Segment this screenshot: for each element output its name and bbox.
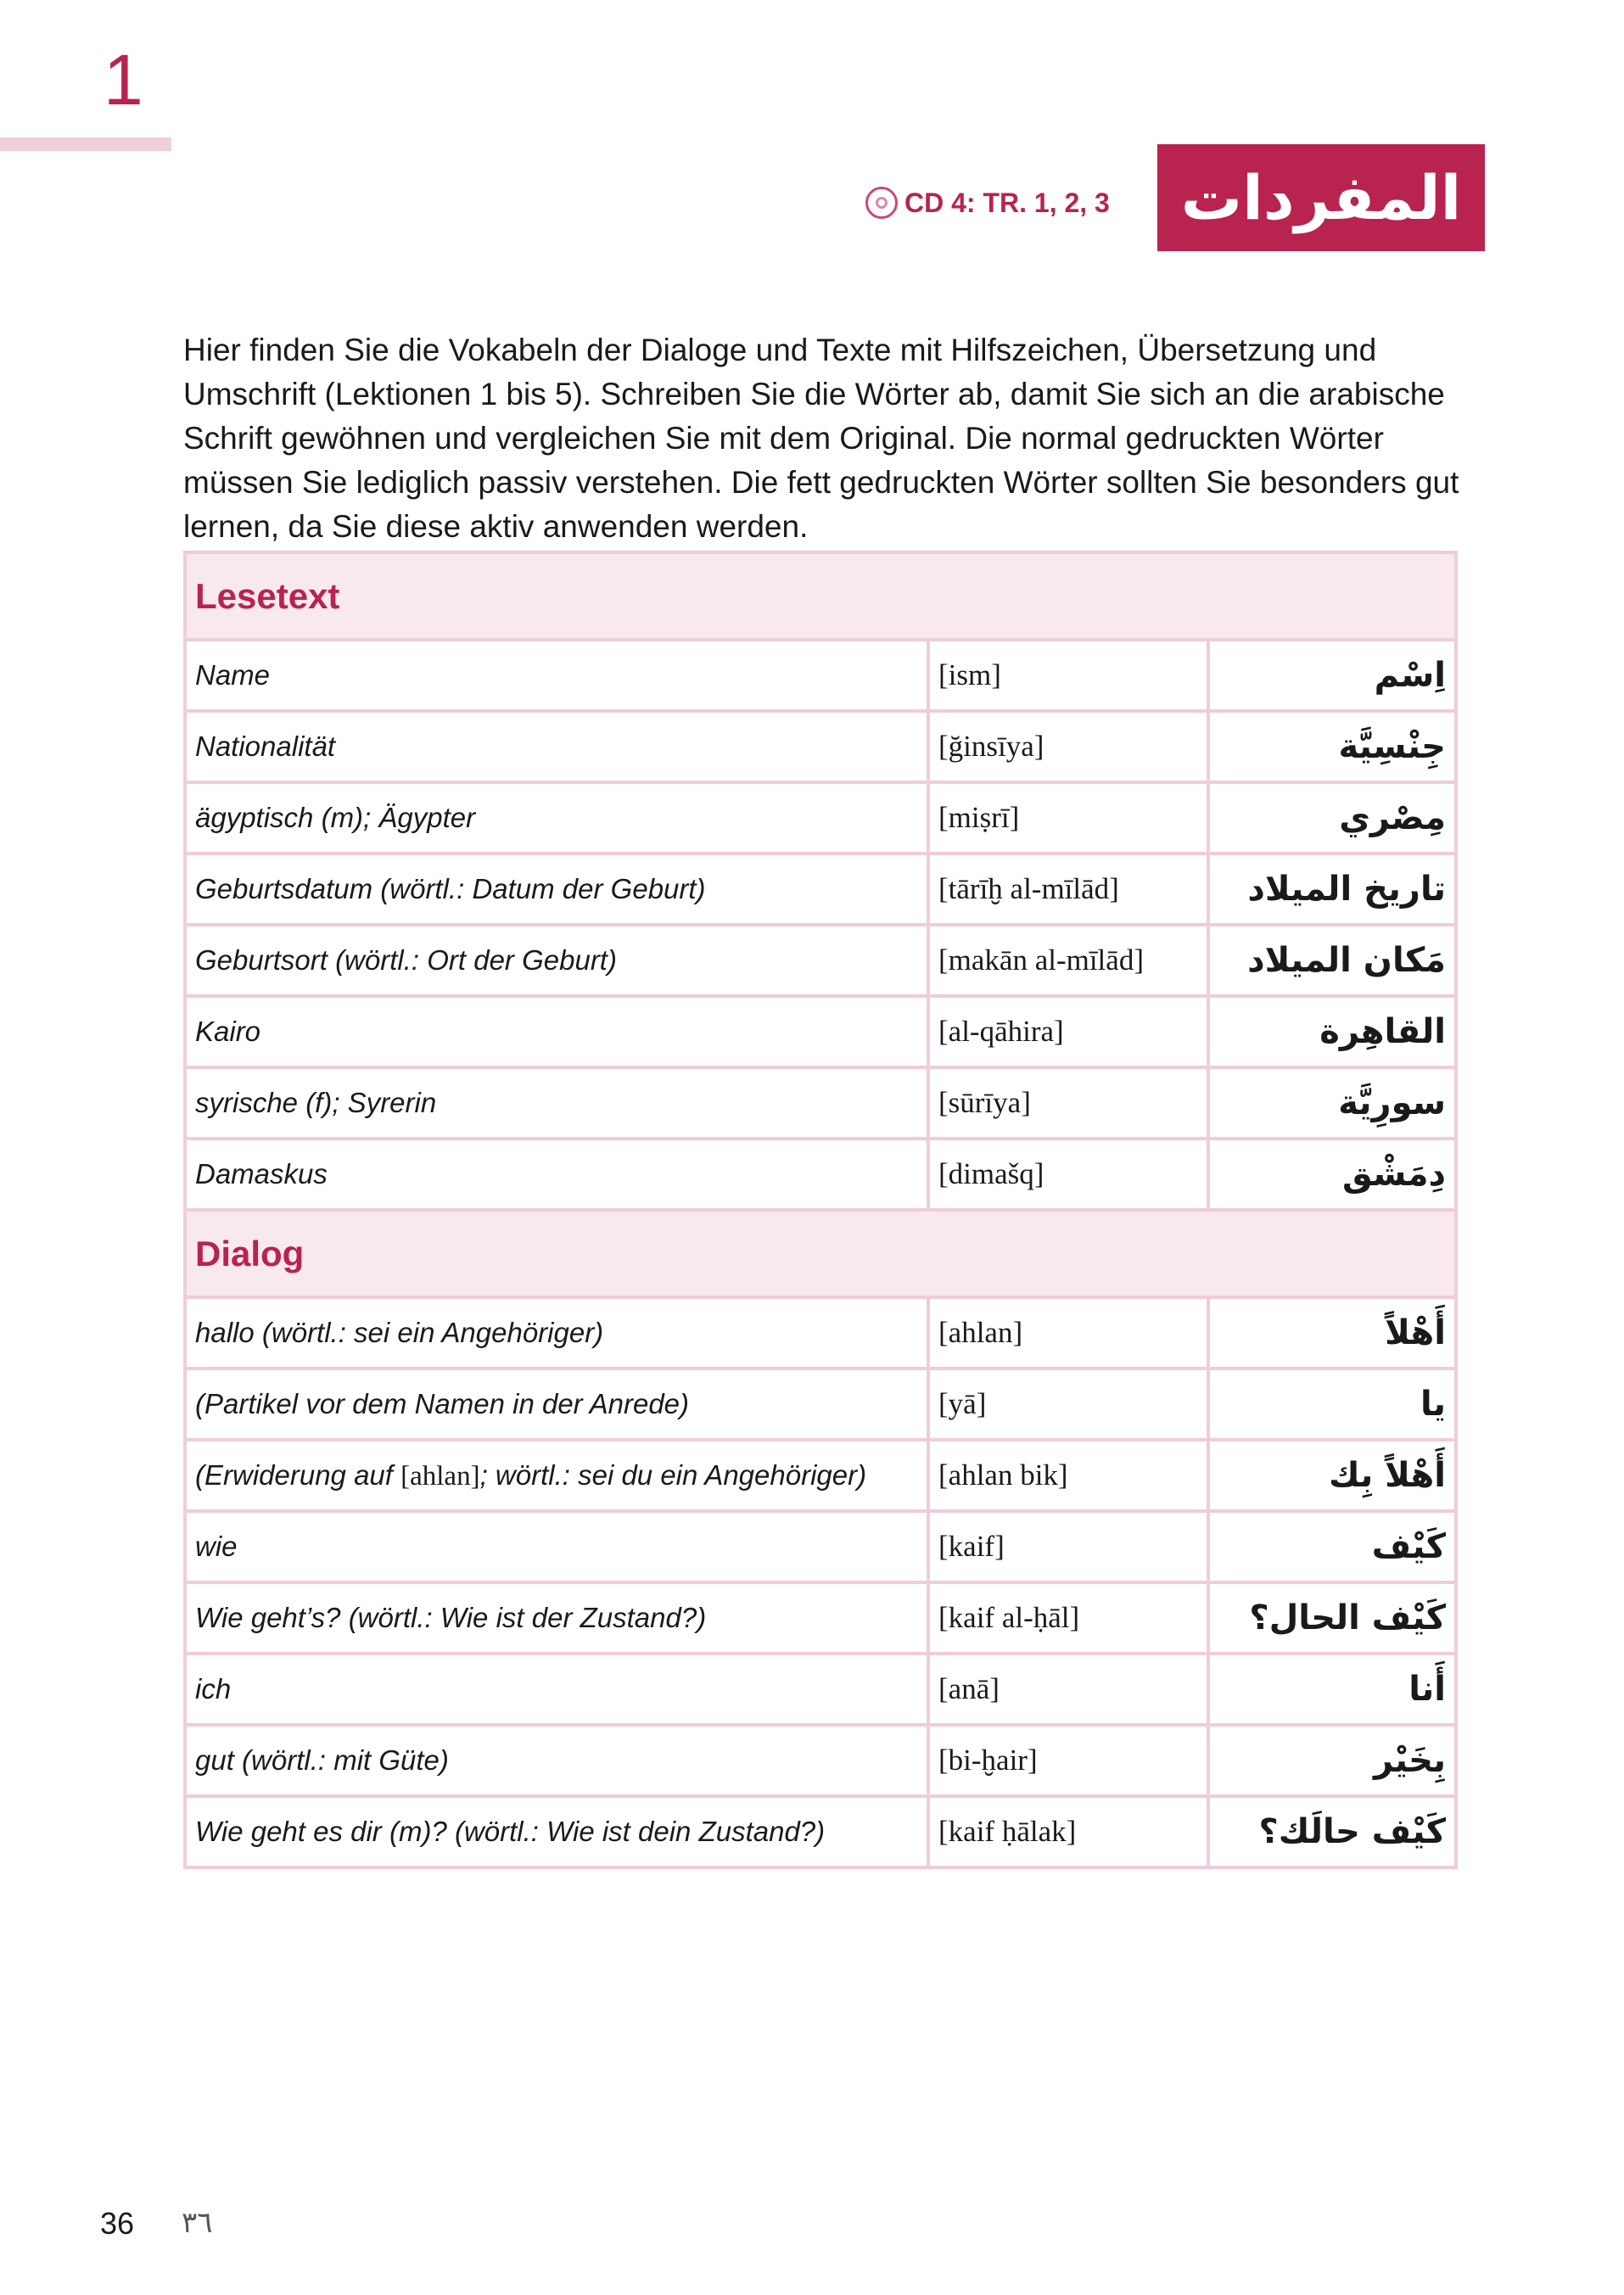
section-header-title: Lesetext [183,551,1458,641]
german-translation: Geburtsort (wörtl.: Ort der Geburt) [183,923,930,998]
arabic-word: كَيْف الحال؟ [1207,1581,1458,1655]
german-translation: Name [183,638,930,713]
arabic-word: أَنا [1207,1652,1458,1727]
table-row: ägyptisch (m); Ägypter [miṣrī] مِصْري [183,781,1458,855]
arabic-word: جِنْسِيَّة [1207,709,1458,784]
table-row: ich [anā] أَنا [183,1652,1458,1727]
transliteration: [dimašq] [927,1137,1210,1212]
transliteration: [anā] [927,1652,1210,1727]
table-row: wie [kaif] كَيْف [183,1509,1458,1584]
table-row: (Erwiderung auf [ahlan]; wörtl.: sei du … [183,1438,1458,1513]
german-translation: ich [183,1652,930,1727]
table-row: Wie geht es dir (m)? (wörtl.: Wie ist de… [183,1794,1458,1869]
german-translation: (Erwiderung auf [ahlan]; wörtl.: sei du … [183,1438,930,1513]
german-translation: ägyptisch (m); Ägypter [183,781,930,855]
table-row: hallo (wörtl.: sei ein Angehöriger) [ahla… [183,1296,1458,1370]
audio-track-label: CD 4: TR. 1, 2, 3 [904,187,1110,218]
transliteration: [ism] [927,638,1210,713]
section-title: المفردات [1157,144,1485,251]
transliteration: [miṣrī] [927,781,1210,855]
table-row: Nationalität [ğinsīya] جِنْسِيَّة [183,709,1458,784]
arabic-word: كَيْف [1207,1509,1458,1584]
german-translation: gut (wörtl.: mit Güte) [183,1723,930,1798]
german-translation: syrische (f); Syrerin [183,1066,930,1140]
chapter-number: 1 [104,40,143,120]
table-row: Geburtsort (wörtl.: Ort der Geburt) [makā… [183,923,1458,998]
transliteration: [kaif] [927,1509,1210,1584]
transliteration: [bi-ḫair] [927,1723,1210,1798]
arabic-word: كَيْف حالَك؟ [1207,1794,1458,1869]
arabic-word: أَهْلاً بِك [1207,1438,1458,1513]
transliteration: [kaif ḥālak] [927,1794,1210,1869]
german-text: ; wörtl.: sei du ein Angehöriger) [479,1458,867,1491]
german-translation: wie [183,1509,930,1584]
table-row: Geburtsdatum (wörtl.: Datum der Geburt)[… [183,852,1458,926]
inline-transliteration: [ahlan] [400,1460,480,1492]
arabic-word: تاريخ الميلاد [1207,852,1458,926]
arabic-word: يا [1207,1367,1458,1441]
transliteration: [ğinsīya] [927,709,1210,784]
section-header: Lesetext [183,551,1458,641]
arabic-word: أَهْلاً [1207,1296,1458,1370]
audio-track-reference: CD 4: TR. 1, 2, 3 [865,187,1110,219]
vocabulary-table: Lesetext Name [ism] اِسْم Nationalität [ğinsī… [183,551,1458,1869]
arabic-word: سورِيَّة [1207,1066,1458,1140]
table-row: (Partikel vor dem Namen in der Anrede) [y… [183,1367,1458,1441]
arabic-word: مِصْري [1207,781,1458,855]
german-translation: Geburtsdatum (wörtl.: Datum der Geburt) [183,852,930,926]
intro-paragraph: Hier finden Sie die Vokabeln der Dialoge… [183,333,1459,544]
transliteration: [tārīḫ al-mīlād] [927,852,1210,926]
arabic-word: القاهِرة [1207,994,1458,1069]
german-translation: Wie geht’s? (wörtl.: Wie ist der Zustand… [183,1581,930,1655]
table-row: gut (wörtl.: mit Güte) [bi-ḫair] بِخَيْر [183,1723,1458,1798]
german-translation: Nationalität [183,709,930,784]
transliteration: [ahlan bik] [927,1438,1210,1513]
german-text: (Erwiderung auf [195,1458,401,1491]
table-row: Name [ism] اِسْم [183,638,1458,713]
page-number-arabic: ٣٦ [182,2206,213,2240]
section-header-title: Dialog [183,1208,1458,1299]
table-row: Kairo [al-qāhira] القاهِرة [183,994,1458,1069]
transliteration: [makān al-mīlād] [927,923,1210,998]
german-translation: hallo (wörtl.: sei ein Angehöriger) [183,1296,930,1370]
section-header: Dialog [183,1208,1458,1299]
page-number: 36 [100,2206,135,2241]
transliteration: [yā] [927,1367,1210,1441]
arabic-word: بِخَيْر [1207,1723,1458,1798]
chapter-marker-bar [0,137,171,151]
german-translation: Wie geht es dir (m)? (wörtl.: Wie ist de… [183,1794,930,1869]
cd-icon [865,187,898,219]
transliteration: [kaif al-ḥāl] [927,1581,1210,1655]
german-translation: Kairo [183,994,930,1069]
transliteration: [al-qāhira] [927,994,1210,1069]
table-row: syrische (f); Syrerin [sūrīya] سورِيَّة [183,1066,1458,1140]
german-translation: Damaskus [183,1137,930,1212]
arabic-word: مَكان الميلاد [1207,923,1458,998]
arabic-word: دِمَشْق [1207,1137,1458,1212]
table-row: Wie geht’s? (wörtl.: Wie ist der Zustand… [183,1581,1458,1655]
transliteration: [sūrīya] [927,1066,1210,1140]
german-translation: (Partikel vor dem Namen in der Anrede) [183,1367,930,1441]
arabic-word: اِسْم [1207,638,1458,713]
table-row: Damaskus [dimašq] دِمَشْق [183,1137,1458,1212]
transliteration: [ahlan] [927,1296,1210,1370]
